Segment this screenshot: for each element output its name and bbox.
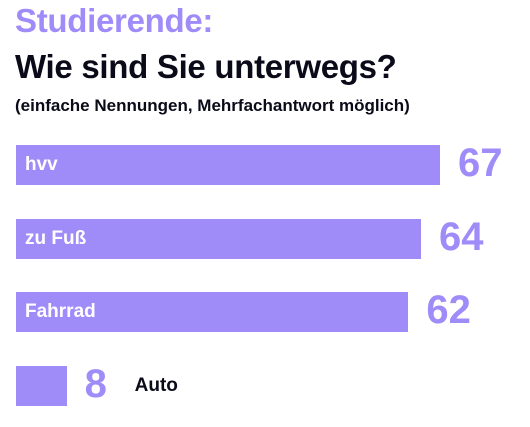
bar-label-1: zu Fuß bbox=[25, 227, 87, 249]
chart-note: (einfache Nennungen, Mehrfachantwort mög… bbox=[15, 96, 410, 115]
chart-subtitle: Wie sind Sie unterwegs? bbox=[15, 48, 397, 85]
bar-2 bbox=[16, 292, 409, 332]
bar-value-2: 62 bbox=[426, 288, 471, 332]
bar-value-0: 67 bbox=[458, 141, 503, 185]
bar-value-1: 64 bbox=[439, 214, 484, 259]
chart-title: Studierende: bbox=[15, 2, 214, 39]
bar-value-3: 8 bbox=[84, 361, 107, 406]
bar-1 bbox=[16, 218, 421, 259]
bar-3 bbox=[16, 365, 67, 406]
bar-label-0: hvv bbox=[25, 154, 58, 175]
bar-0 bbox=[16, 145, 440, 185]
bar-label-2: Fahrrad bbox=[25, 301, 96, 322]
bar-label-3: Auto bbox=[134, 374, 178, 396]
